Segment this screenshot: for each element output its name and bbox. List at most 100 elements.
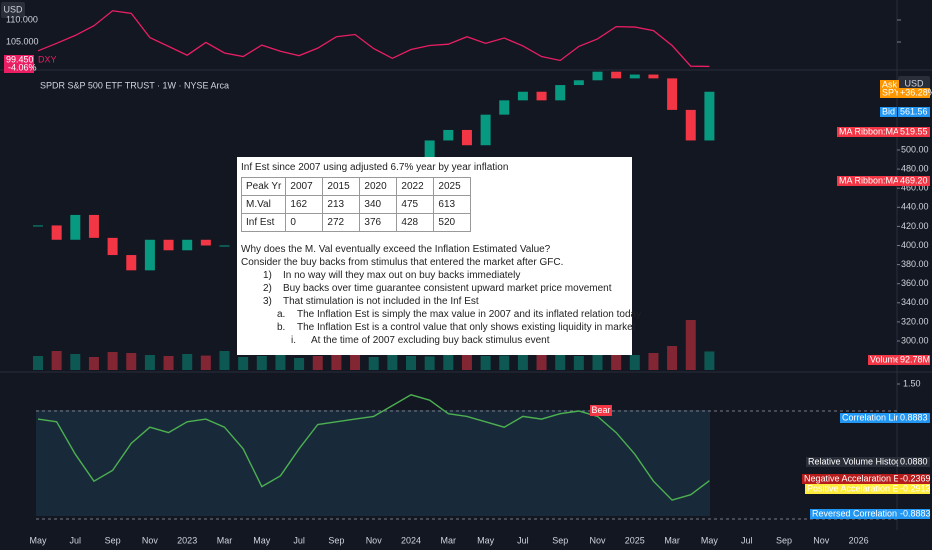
- tag-value-bg: [898, 107, 930, 117]
- tag-value-bg: [898, 509, 930, 519]
- correlation-line: [37, 394, 710, 501]
- tag-value-bg: [898, 127, 930, 137]
- candle: [163, 239, 174, 251]
- price-tick-label: 420.00: [901, 221, 929, 231]
- tag-label: Relative Volume Histogram: [808, 456, 917, 466]
- price-tick-label: 320.00: [901, 316, 929, 326]
- volume-bar: [70, 354, 81, 370]
- tag-label: Positive Accelaration Effect: [807, 483, 916, 493]
- table-cell: Inf Est: [240, 213, 287, 232]
- volume-bar: [517, 354, 528, 370]
- tag-label: Negative Accelaration Effect: [804, 473, 917, 483]
- marker: Bear: [591, 405, 610, 415]
- note-question: Why does the M. Val eventually exceed th…: [241, 244, 551, 255]
- tag-label: MA Ribbon:MA #3: [839, 126, 911, 136]
- dxy-last: 99.450: [6, 54, 34, 64]
- time-label: Nov: [589, 535, 606, 545]
- volume-bar: [611, 353, 622, 370]
- volume-bar: [238, 357, 249, 370]
- table-cell: 428: [396, 213, 435, 232]
- candle: [70, 214, 81, 240]
- table-cell: 0: [285, 213, 324, 232]
- candle: [443, 129, 454, 141]
- candle: [517, 91, 528, 101]
- table-cell: 475: [396, 195, 435, 214]
- time-label: Mar: [441, 535, 457, 545]
- table-row: Peak Yr 2007 2015 2020 2022 2025: [240, 177, 472, 196]
- table-cell: 2015: [322, 177, 361, 196]
- currency-box[interactable]: [1, 2, 25, 18]
- candle: [667, 78, 678, 110]
- tag-value-bg: [898, 474, 930, 484]
- volume-bar: [275, 355, 286, 370]
- candle: [685, 109, 696, 141]
- list-text: In no way will they max out on buy backs…: [283, 270, 521, 281]
- list-text: The Inflation Est is simply the max valu…: [297, 309, 642, 320]
- candle: [182, 239, 193, 251]
- tag-value-bg: [898, 88, 930, 98]
- dxy-tag: [4, 55, 34, 73]
- currency-right: USD: [904, 78, 924, 88]
- marker-bg: [590, 405, 612, 416]
- tag-bg: [840, 413, 908, 423]
- volume-bar: [667, 346, 678, 370]
- time-label: Jul: [741, 535, 753, 545]
- list-text: That stimulation is not included in the …: [283, 296, 479, 307]
- time-label: May: [701, 535, 719, 545]
- volume-bar: [555, 355, 566, 370]
- price-tick-label: 500.00: [901, 144, 929, 154]
- tag-value: 0.8883: [900, 412, 928, 422]
- tag-bg: [802, 474, 919, 484]
- tag-value-bg: [898, 457, 930, 467]
- tag-bg: [806, 457, 919, 467]
- note-box: Inf Est since 2007 using adjusted 6.7% y…: [237, 157, 641, 355]
- table-cell: 213: [322, 195, 361, 214]
- volume-bar: [107, 352, 118, 370]
- time-label: Nov: [142, 535, 159, 545]
- volume-bar: [200, 355, 211, 370]
- volume-bar: [424, 356, 435, 370]
- time-label: Sep: [105, 535, 121, 545]
- volume-bar: [368, 357, 379, 370]
- list-item: 1) In no way will they max out on buy bac…: [241, 270, 628, 281]
- time-label: Nov: [813, 535, 830, 545]
- list-text: Buy backs over time guarantee consistent…: [283, 283, 612, 294]
- volume-bar: [331, 354, 342, 370]
- volume-bar: [163, 356, 174, 370]
- list-marker: b.: [277, 322, 286, 333]
- volume-bar: [499, 355, 510, 370]
- candle: [126, 255, 137, 271]
- dxy-tick-label: 110.000: [6, 14, 38, 24]
- tag-value: 519.55: [900, 126, 928, 136]
- volume-bar: [592, 354, 603, 370]
- time-label: Nov: [366, 535, 383, 545]
- volume-bar: [294, 358, 305, 370]
- time-label: 2024: [401, 535, 421, 545]
- table-cell: 2020: [359, 177, 398, 196]
- list-marker: 1): [263, 270, 272, 281]
- volume-bar: [704, 351, 715, 370]
- price-tick-label: 360.00: [901, 278, 929, 288]
- table-row: M.Val 162 213 340 475 613: [240, 195, 472, 214]
- candle: [200, 239, 211, 246]
- candle: [573, 80, 584, 86]
- candle: [536, 91, 547, 101]
- tag-value: -0.2913: [900, 483, 931, 493]
- time-label: Jul: [70, 535, 82, 545]
- candle: [499, 100, 510, 115]
- list-item: i. At the time of 2007 excluding buy back…: [241, 335, 628, 346]
- list-marker: 3): [263, 296, 272, 307]
- list-text: At the time of 2007 excluding buy back s…: [311, 335, 550, 346]
- time-label: May: [29, 535, 47, 545]
- volume-bar: [648, 353, 659, 370]
- time-label: Jul: [293, 535, 305, 545]
- candle: [219, 245, 230, 247]
- volume-bar: [51, 351, 62, 370]
- volume-bar: [312, 356, 323, 370]
- price-tick-label: 380.00: [901, 259, 929, 269]
- time-label: Sep: [552, 535, 568, 545]
- volume-bar: [144, 355, 155, 370]
- tag-value: 561.56: [900, 106, 928, 116]
- volume-bar: [685, 320, 696, 370]
- candle: [629, 74, 640, 79]
